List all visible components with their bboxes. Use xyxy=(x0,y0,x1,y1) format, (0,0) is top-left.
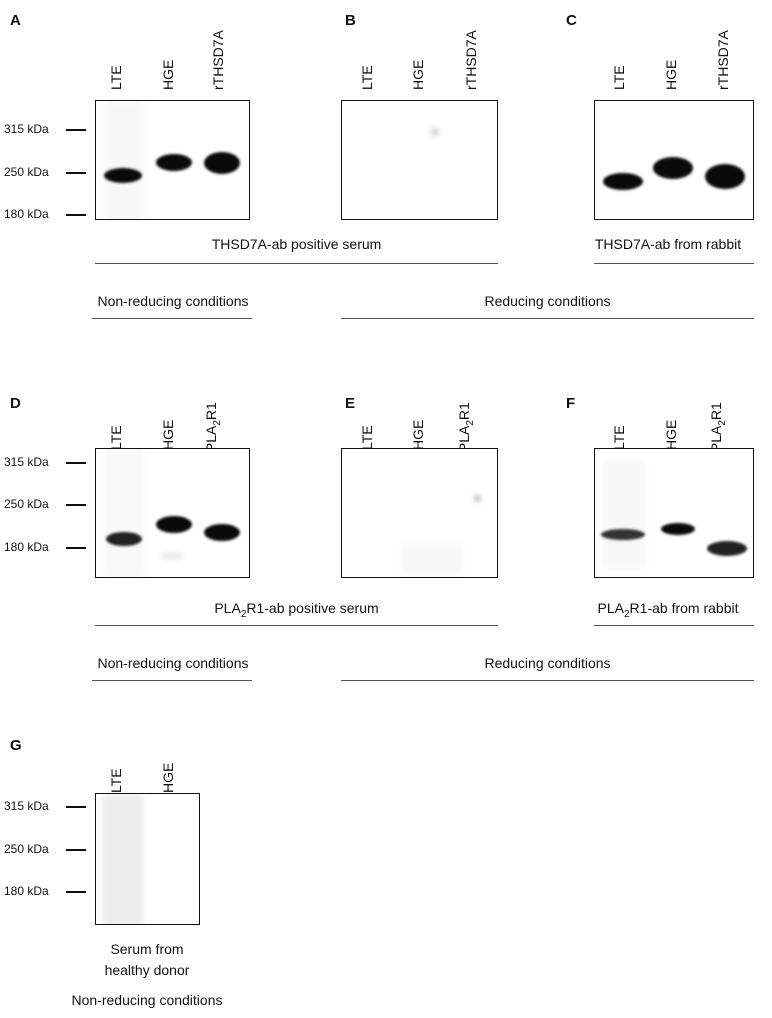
band-a-rthsd7a xyxy=(204,152,240,174)
marker-label-180: 180 kDa xyxy=(4,884,49,898)
lane-label-a-rthsd7a: rTHSD7A xyxy=(210,30,226,90)
blot-f xyxy=(594,448,754,578)
marker-label-180: 180 kDa xyxy=(4,540,49,554)
blot-a xyxy=(95,100,250,220)
lane-label-e-hge: HGE xyxy=(410,419,426,450)
lane-label-f-hge: HGE xyxy=(663,419,679,450)
caption-thsd7a-rabbit: THSD7A-ab from rabbit xyxy=(594,236,742,252)
marker-label-315: 315 kDa xyxy=(4,799,49,813)
caption-healthy-2: healthy donor xyxy=(104,962,190,978)
blot-e xyxy=(341,448,498,578)
band-d-hge xyxy=(156,516,192,533)
marker-tick-315 xyxy=(66,462,86,464)
panel-letter-b: B xyxy=(345,12,356,29)
panel-letter-g: G xyxy=(10,737,22,754)
band-d-lte xyxy=(106,532,142,546)
band-a-hge xyxy=(156,154,192,171)
band-c-lte xyxy=(603,173,643,190)
rule-thsd7a-serum xyxy=(95,263,498,264)
band-a-lte xyxy=(104,168,142,183)
marker-tick-180 xyxy=(66,547,86,549)
lane-label-b-rthsd7a: rTHSD7A xyxy=(463,30,479,90)
panel-letter-a: A xyxy=(10,12,21,29)
lane-label-c-hge: HGE xyxy=(663,59,679,90)
rule-non-reducing-1 xyxy=(92,318,252,319)
lane-label-c-lte: LTE xyxy=(611,65,627,90)
marker-tick-250 xyxy=(66,504,86,506)
marker-tick-315 xyxy=(66,129,86,131)
rule-non-reducing-2 xyxy=(92,680,252,681)
blot-d xyxy=(95,448,250,578)
caption-healthy-3: Non-reducing conditions xyxy=(71,992,223,1008)
lane-label-e-lte: LTE xyxy=(359,425,375,450)
marker-label-315: 315 kDa xyxy=(4,455,49,469)
marker-label-250: 250 kDa xyxy=(4,165,49,179)
lane-label-b-hge: HGE xyxy=(410,59,426,90)
marker-label-315: 315 kDa xyxy=(4,122,49,136)
marker-tick-250 xyxy=(66,172,86,174)
caption-pla2r1-serum: PLA2R1-ab positive serum xyxy=(214,600,379,620)
caption-thsd7a-serum: THSD7A-ab positive serum xyxy=(211,236,382,252)
lane-label-g-hge: HGE xyxy=(160,762,176,793)
blot-c xyxy=(594,100,754,220)
lane-label-b-lte: LTE xyxy=(359,65,375,90)
band-f-lte xyxy=(601,529,645,540)
band-f-hge xyxy=(661,523,695,535)
panel-letter-d: D xyxy=(10,395,21,412)
caption-healthy-1: Serum from xyxy=(110,941,184,957)
marker-tick-180 xyxy=(66,891,86,893)
blot-g xyxy=(95,793,200,925)
lane-label-a-hge: HGE xyxy=(160,59,176,90)
lane-label-f-lte: LTE xyxy=(611,425,627,450)
caption-non-reducing-1: Non-reducing conditions xyxy=(97,293,249,309)
panel-letter-e: E xyxy=(345,395,356,412)
caption-reducing-1: Reducing conditions xyxy=(484,293,611,309)
rule-thsd7a-rabbit xyxy=(594,263,754,264)
band-d-rpla2r1 xyxy=(204,524,240,541)
caption-non-reducing-2: Non-reducing conditions xyxy=(97,655,249,671)
marker-tick-180 xyxy=(66,214,86,216)
band-f-rpla2r1 xyxy=(707,541,747,556)
blot-b xyxy=(341,100,498,220)
rule-reducing-2 xyxy=(341,680,754,681)
band-c-hge xyxy=(653,157,693,179)
marker-tick-250 xyxy=(66,849,86,851)
caption-pla2r1-rabbit: PLA2R1-ab from rabbit xyxy=(597,600,739,620)
panel-letter-c: C xyxy=(566,12,577,29)
lane-label-a-lte: LTE xyxy=(108,65,124,90)
rule-pla2r1-rabbit xyxy=(594,625,754,626)
marker-tick-315 xyxy=(66,806,86,808)
marker-label-180: 180 kDa xyxy=(4,207,49,221)
band-c-rthsd7a xyxy=(705,164,745,189)
lane-label-c-rthsd7a: rTHSD7A xyxy=(715,30,731,90)
lane-label-g-lte: LTE xyxy=(108,768,124,793)
rule-reducing-1 xyxy=(341,318,754,319)
rule-pla2r1-serum xyxy=(95,625,498,626)
caption-reducing-2: Reducing conditions xyxy=(484,655,611,671)
lane-label-d-lte: LTE xyxy=(108,425,124,450)
lane-label-d-hge: HGE xyxy=(160,419,176,450)
marker-label-250: 250 kDa xyxy=(4,497,49,511)
smear-g-lte xyxy=(102,794,144,924)
marker-label-250: 250 kDa xyxy=(4,842,49,856)
panel-letter-f: F xyxy=(566,395,576,412)
